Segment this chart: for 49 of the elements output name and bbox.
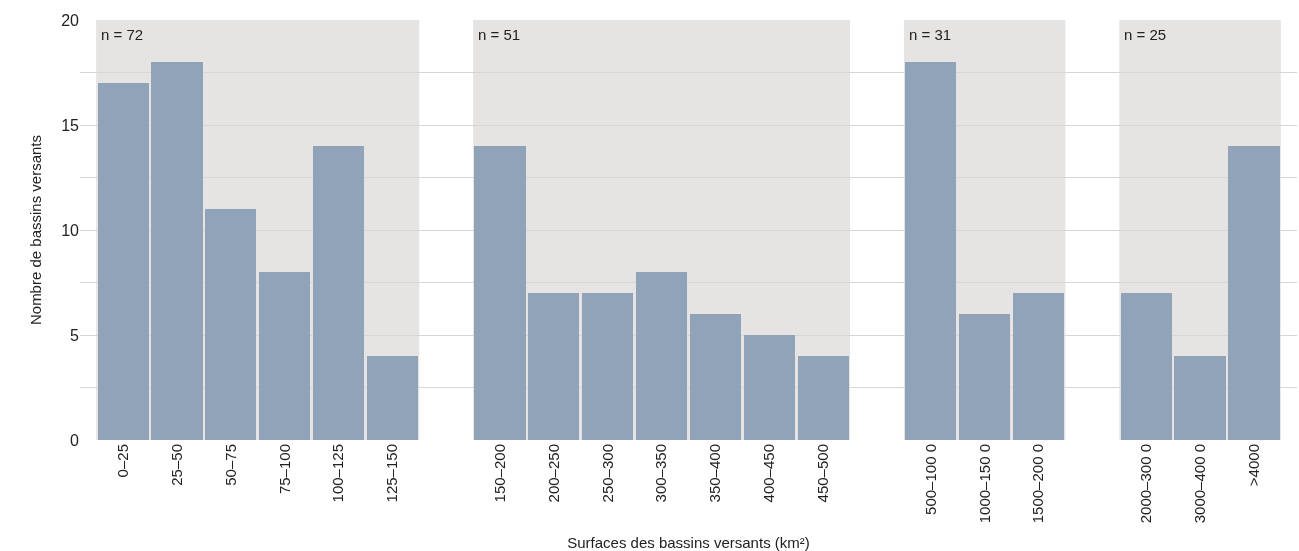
bar: [98, 83, 149, 440]
x-axis-title: Surfaces des bassins versants (km²): [567, 534, 810, 551]
x-tick-label: 1500–200 0: [1029, 444, 1047, 524]
x-tick-label: 75–100: [275, 444, 293, 495]
bar: [1228, 146, 1280, 440]
bar: [205, 209, 256, 440]
x-tick-label: 125–150: [383, 444, 401, 503]
x-tick-label: 300–350: [652, 444, 670, 503]
y-tick-label: 0: [70, 431, 80, 449]
bar: [528, 293, 579, 440]
bar: [1121, 293, 1172, 440]
x-tick-label: 450–500: [813, 444, 831, 503]
bar: [1174, 356, 1226, 440]
bar: [690, 314, 741, 440]
x-tick-label: 50–75: [221, 444, 239, 486]
bar: [798, 356, 849, 440]
y-tick-label: 5: [70, 326, 80, 344]
bar: [582, 293, 633, 440]
x-tick-label: 250–300: [598, 444, 616, 503]
x-tick-label: 1000–150 0: [975, 444, 993, 524]
x-tick-label: 350–400: [706, 444, 724, 503]
x-tick-label: 3000–400 0: [1190, 444, 1208, 524]
band-label: n = 31: [909, 26, 952, 43]
bar: [367, 356, 418, 440]
bar: [313, 146, 364, 440]
x-tick-label: 500–100 0: [921, 444, 939, 515]
bar: [1013, 293, 1064, 440]
band-label: n = 72: [101, 26, 144, 43]
bar: [151, 62, 203, 440]
x-tick-label: 200–250: [544, 444, 562, 503]
bar: [744, 335, 795, 440]
y-tick-label: 15: [61, 116, 80, 134]
x-tick-label: >4000: [1244, 444, 1262, 487]
bar: [259, 272, 310, 440]
x-tick-label: 150–200: [490, 444, 508, 503]
x-tick-label: 400–450: [760, 444, 778, 503]
bar: [959, 314, 1010, 440]
bar: [905, 62, 956, 440]
x-tick-label: 100–125: [329, 444, 347, 503]
x-tick-label: 2000–300 0: [1137, 444, 1155, 524]
band-label: n = 51: [478, 26, 521, 43]
x-tick-label: 25–50: [167, 444, 185, 486]
x-tick-label: 0–25: [113, 444, 131, 478]
bar: [636, 272, 687, 440]
band-label: n = 25: [1124, 26, 1167, 43]
y-tick-label: 20: [61, 11, 80, 29]
y-tick-label: 10: [61, 221, 80, 239]
bar: [474, 146, 526, 440]
y-axis-title: Nombre de bassins versants: [27, 134, 45, 326]
